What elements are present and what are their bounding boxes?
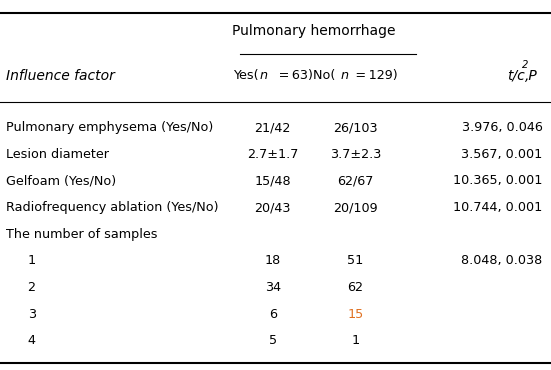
Text: 26/103: 26/103 <box>333 121 377 134</box>
Text: 21/42: 21/42 <box>255 121 291 134</box>
Text: t/c: t/c <box>507 69 525 83</box>
Text: Pulmonary emphysema (Yes/No): Pulmonary emphysema (Yes/No) <box>6 121 213 134</box>
Text: The number of samples: The number of samples <box>6 228 157 241</box>
Text: Yes(     = 63): Yes( = 63) <box>233 69 312 83</box>
Text: n: n <box>260 69 267 83</box>
Text: 1: 1 <box>352 334 359 347</box>
Text: 18: 18 <box>264 254 281 268</box>
Text: 62/67: 62/67 <box>337 174 374 188</box>
Text: Radiofrequency ablation (Yes/No): Radiofrequency ablation (Yes/No) <box>6 201 218 214</box>
Text: 3.567, 0.001: 3.567, 0.001 <box>462 148 543 161</box>
Text: 1: 1 <box>28 254 36 268</box>
Text: 5: 5 <box>269 334 277 347</box>
Text: Influence factor: Influence factor <box>6 69 115 83</box>
Text: Pulmonary hemorrhage: Pulmonary hemorrhage <box>233 24 396 38</box>
Text: 51: 51 <box>347 254 364 268</box>
Text: 2: 2 <box>522 60 528 70</box>
Text: 15: 15 <box>347 307 364 321</box>
Text: No(     = 129): No( = 129) <box>313 69 398 83</box>
Text: 62: 62 <box>347 281 364 294</box>
Text: 6: 6 <box>269 307 277 321</box>
Text: 3: 3 <box>28 307 36 321</box>
Text: 15/48: 15/48 <box>255 174 291 188</box>
Text: 3.976, 0.046: 3.976, 0.046 <box>462 121 543 134</box>
Text: 10.744, 0.001: 10.744, 0.001 <box>453 201 543 214</box>
Text: 20/43: 20/43 <box>255 201 291 214</box>
Text: Gelfoam (Yes/No): Gelfoam (Yes/No) <box>6 174 116 188</box>
Text: 34: 34 <box>264 281 281 294</box>
Text: 2.7±1.7: 2.7±1.7 <box>247 148 299 161</box>
Text: Lesion diameter: Lesion diameter <box>6 148 109 161</box>
Text: n: n <box>341 69 348 83</box>
Text: 20/109: 20/109 <box>333 201 377 214</box>
Text: 8.048, 0.038: 8.048, 0.038 <box>462 254 543 268</box>
Text: 2: 2 <box>28 281 36 294</box>
Text: 10.365, 0.001: 10.365, 0.001 <box>453 174 543 188</box>
Text: 4: 4 <box>28 334 36 347</box>
Text: ,P: ,P <box>525 69 537 83</box>
Text: 3.7±2.3: 3.7±2.3 <box>329 148 381 161</box>
